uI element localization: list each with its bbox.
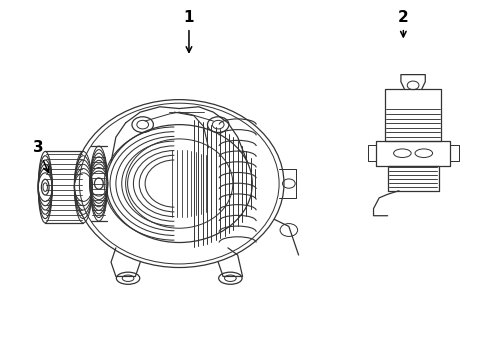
- Text: 2: 2: [398, 10, 409, 37]
- Text: 1: 1: [184, 10, 194, 52]
- Text: 3: 3: [33, 140, 49, 172]
